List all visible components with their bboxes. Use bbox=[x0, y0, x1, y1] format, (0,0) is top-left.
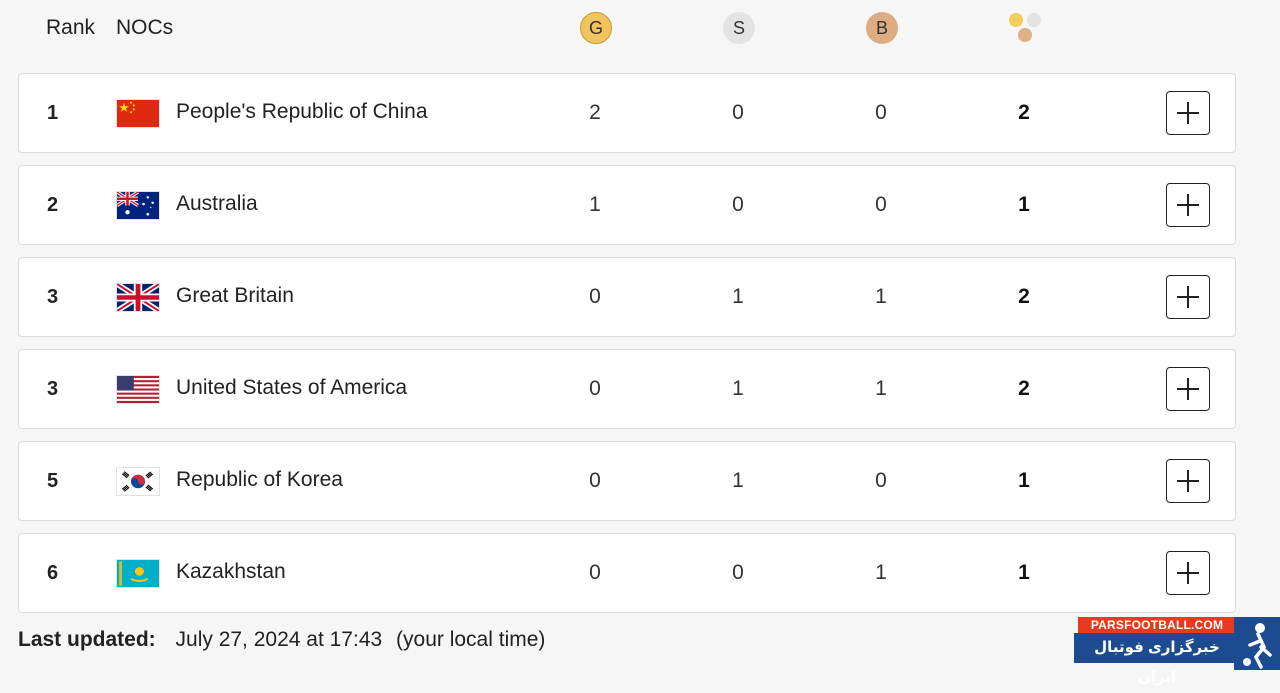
table-row: 3 United States of America 0 1 1 2 bbox=[18, 349, 1236, 429]
table-row: 3 Great Britain 0 1 1 2 bbox=[18, 257, 1236, 337]
rank-cell: 5 bbox=[47, 470, 58, 493]
australia-flag-icon bbox=[116, 191, 160, 220]
silver-count: 0 bbox=[718, 193, 758, 217]
gold-count: 0 bbox=[575, 377, 615, 401]
gold-medal-icon: G bbox=[580, 12, 612, 44]
medal-table-header: Rank NOCs G S B bbox=[0, 0, 1280, 60]
bronze-count: 1 bbox=[861, 561, 901, 585]
total-count: 1 bbox=[1004, 193, 1044, 217]
total-count: 2 bbox=[1004, 285, 1044, 309]
table-row: 5 Republic of Korea 0 1 0 1 bbox=[18, 441, 1236, 521]
total-count: 2 bbox=[1004, 101, 1044, 125]
silver-count: 1 bbox=[718, 469, 758, 493]
total-count: 1 bbox=[1004, 561, 1044, 585]
local-time-note: (your local time) bbox=[396, 628, 545, 651]
expand-row-button[interactable] bbox=[1166, 275, 1210, 319]
silver-count: 1 bbox=[718, 377, 758, 401]
silver-medal-icon: S bbox=[723, 12, 755, 44]
watermark-site: PARSFOOTBALL.COM bbox=[1078, 617, 1236, 633]
plus-icon bbox=[1177, 378, 1199, 400]
bronze-count: 0 bbox=[861, 193, 901, 217]
expand-row-button[interactable] bbox=[1166, 367, 1210, 411]
total-count: 1 bbox=[1004, 469, 1044, 493]
bronze-count: 1 bbox=[861, 377, 901, 401]
usa-flag-icon bbox=[116, 375, 160, 404]
gold-count: 1 bbox=[575, 193, 615, 217]
table-row: 6 Kazakhstan 0 0 1 1 bbox=[18, 533, 1236, 613]
great-britain-flag-icon bbox=[116, 283, 160, 312]
table-row: 1 People's Republic of China 2 0 0 2 bbox=[18, 73, 1236, 153]
china-flag-icon bbox=[116, 99, 160, 128]
watermark-tagline: خبرگزاری فوتبال ایران bbox=[1074, 633, 1240, 663]
bronze-count: 1 bbox=[861, 285, 901, 309]
plus-icon bbox=[1177, 562, 1199, 584]
rank-cell: 3 bbox=[47, 286, 58, 309]
medal-table: 1 People's Republic of China 2 0 0 2 2 bbox=[18, 73, 1236, 625]
player-logo-icon bbox=[1234, 617, 1280, 670]
country-name: Kazakhstan bbox=[176, 560, 286, 584]
rank-cell: 1 bbox=[47, 102, 58, 125]
expand-row-button[interactable] bbox=[1166, 459, 1210, 503]
rank-column-header: Rank bbox=[46, 16, 95, 40]
rank-cell: 6 bbox=[47, 562, 58, 585]
country-name: People's Republic of China bbox=[176, 100, 428, 124]
expand-row-button[interactable] bbox=[1166, 91, 1210, 135]
plus-icon bbox=[1177, 470, 1199, 492]
expand-row-button[interactable] bbox=[1166, 551, 1210, 595]
kazakhstan-flag-icon bbox=[116, 559, 160, 588]
country-name: Republic of Korea bbox=[176, 468, 343, 492]
medals-total-icon bbox=[1008, 12, 1044, 46]
bronze-count: 0 bbox=[861, 469, 901, 493]
table-row: 2 Australia 1 0 0 1 bbox=[18, 165, 1236, 245]
expand-row-button[interactable] bbox=[1166, 183, 1210, 227]
plus-icon bbox=[1177, 194, 1199, 216]
bronze-medal-icon: B bbox=[866, 12, 898, 44]
country-name: Great Britain bbox=[176, 284, 294, 308]
rank-cell: 3 bbox=[47, 378, 58, 401]
last-updated: Last updated: July 27, 2024 at 17:43 (yo… bbox=[18, 628, 545, 652]
nocs-column-header: NOCs bbox=[116, 16, 173, 40]
bronze-count: 0 bbox=[861, 101, 901, 125]
total-count: 2 bbox=[1004, 377, 1044, 401]
plus-icon bbox=[1177, 286, 1199, 308]
silver-count: 1 bbox=[718, 285, 758, 309]
gold-count: 2 bbox=[575, 101, 615, 125]
rank-cell: 2 bbox=[47, 194, 58, 217]
gold-count: 0 bbox=[575, 285, 615, 309]
last-updated-label: Last updated: bbox=[18, 628, 156, 651]
parsfootball-watermark: PARSFOOTBALL.COM خبرگزاری فوتبال ایران bbox=[1074, 617, 1280, 670]
last-updated-datetime: July 27, 2024 at 17:43 bbox=[176, 628, 383, 651]
country-name: Australia bbox=[176, 192, 258, 216]
korea-flag-icon bbox=[116, 467, 160, 496]
plus-icon bbox=[1177, 102, 1199, 124]
gold-count: 0 bbox=[575, 561, 615, 585]
silver-count: 0 bbox=[718, 101, 758, 125]
country-name: United States of America bbox=[176, 376, 407, 400]
gold-count: 0 bbox=[575, 469, 615, 493]
silver-count: 0 bbox=[718, 561, 758, 585]
